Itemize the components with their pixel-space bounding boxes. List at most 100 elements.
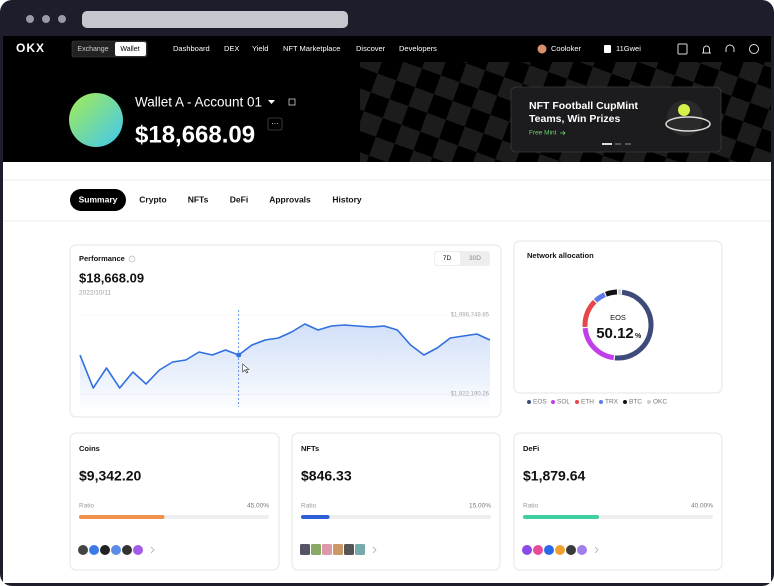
legend-label: ETH (581, 399, 594, 406)
window-dot (58, 15, 66, 23)
nfts-card (291, 432, 501, 571)
gas-icon (604, 45, 611, 53)
card-title: Coins (79, 444, 100, 453)
logo[interactable]: OKX (16, 41, 45, 55)
banner-dot[interactable] (602, 143, 612, 145)
globe-icon[interactable] (749, 44, 759, 54)
asset-icon[interactable] (322, 544, 332, 555)
nav-item[interactable]: Discover (356, 44, 386, 53)
donut-center-unit: % (635, 333, 642, 340)
ratio-track (301, 515, 491, 519)
asset-icon[interactable] (355, 544, 365, 555)
tab[interactable]: History (332, 194, 362, 204)
asset-icon[interactable] (566, 545, 576, 555)
more-chevron[interactable] (150, 546, 155, 554)
asset-icon[interactable] (577, 545, 587, 555)
asset-icon[interactable] (78, 545, 88, 555)
promo-banner[interactable] (510, 86, 722, 153)
nav-item[interactable]: DEX (224, 44, 239, 53)
window-dot (42, 15, 50, 23)
wallet-name[interactable]: Wallet A - Account 01 (135, 95, 262, 110)
window-dot (26, 15, 34, 23)
address-bar[interactable] (82, 11, 348, 28)
more-chevron[interactable] (372, 546, 377, 554)
mode-tab[interactable]: Exchange (77, 46, 108, 53)
asset-icon[interactable] (522, 545, 532, 555)
defi-card (513, 432, 723, 571)
promo-graphic (667, 100, 703, 136)
nav-item[interactable]: Developers (399, 44, 437, 53)
asset-icon[interactable] (111, 545, 121, 555)
tab-active-bg[interactable] (70, 189, 126, 211)
nav-item[interactable]: NFT Marketplace (283, 44, 340, 53)
card-title: Performance (79, 254, 125, 263)
donut-segment (605, 289, 618, 297)
asset-icon[interactable] (133, 545, 143, 555)
wallet-caret[interactable] (268, 100, 275, 104)
line (79, 323, 491, 389)
banner-link[interactable]: Free Mint (529, 130, 557, 137)
ratio-text: 15.00% (469, 503, 491, 510)
legend-dot (623, 400, 627, 404)
donut-center-name: EOS (610, 313, 626, 322)
wallet-balance: $18,668.09 (135, 121, 255, 148)
donut-segment (582, 299, 597, 328)
asset-icon[interactable] (300, 544, 310, 555)
range-active-bg (435, 252, 460, 265)
more-chevron[interactable] (594, 546, 599, 554)
ratio-bar (301, 515, 330, 519)
nav-item[interactable]: Dashboard (173, 44, 210, 53)
donut-segment (582, 327, 615, 361)
cursor (242, 363, 250, 374)
card-title: Network allocation (527, 251, 594, 260)
banner-title: NFT Football CupMint (529, 100, 639, 112)
donut-center-value: 50.12 (596, 325, 634, 342)
tab[interactable]: Approvals (269, 194, 311, 204)
card-title: NFTs (301, 444, 319, 453)
asset-icon[interactable] (333, 544, 343, 555)
card-value: $1,879.64 (523, 468, 585, 484)
tab[interactable]: Summary (79, 194, 118, 204)
legend-dot (647, 400, 651, 404)
more-dots[interactable]: ··· (271, 119, 279, 128)
copy-icon[interactable] (288, 98, 296, 106)
asset-icon[interactable] (555, 545, 565, 555)
gas-price[interactable]: 11Gwei (616, 44, 641, 53)
area (80, 324, 490, 407)
legend-label: TRX (605, 399, 619, 406)
asset-icon[interactable] (122, 545, 132, 555)
nav-item[interactable]: Yield (252, 44, 268, 53)
legend-label: EOS (533, 399, 547, 406)
asset-icon[interactable] (89, 545, 99, 555)
ratio-bar (523, 515, 599, 519)
asset-icon[interactable] (100, 545, 110, 555)
legend-label: OKC (653, 399, 667, 406)
tab[interactable]: NFTs (188, 194, 209, 204)
support-icon[interactable] (725, 44, 735, 52)
info-icon[interactable] (128, 255, 136, 263)
asset-icon[interactable] (544, 545, 554, 555)
donut-segment (614, 289, 654, 361)
bell-icon[interactable] (702, 45, 711, 54)
banner-dot[interactable] (625, 143, 631, 145)
asset-icon[interactable] (344, 544, 354, 555)
mode-active-bg (115, 42, 146, 56)
more-button[interactable] (267, 117, 283, 131)
ratio-label: Ratio (523, 503, 539, 510)
banner-dot[interactable] (615, 143, 621, 145)
mode-tab[interactable]: Wallet (120, 46, 139, 53)
account-name[interactable]: Cooloker (551, 44, 582, 53)
coins-card (69, 432, 280, 571)
tab[interactable]: Crypto (139, 194, 166, 204)
range-button[interactable]: 7D (443, 255, 452, 262)
download-icon[interactable] (677, 43, 688, 55)
y-tick-label: $1,996,749.85 (451, 313, 490, 319)
asset-icon[interactable] (533, 545, 543, 555)
donut-segment (593, 292, 606, 303)
hover-dot (236, 352, 242, 358)
tab[interactable]: DeFi (230, 194, 248, 204)
legend-label: BTC (629, 399, 642, 406)
asset-icon[interactable] (311, 544, 321, 555)
performance-value: $18,668.09 (79, 270, 144, 285)
range-button[interactable]: 30D (469, 255, 481, 262)
